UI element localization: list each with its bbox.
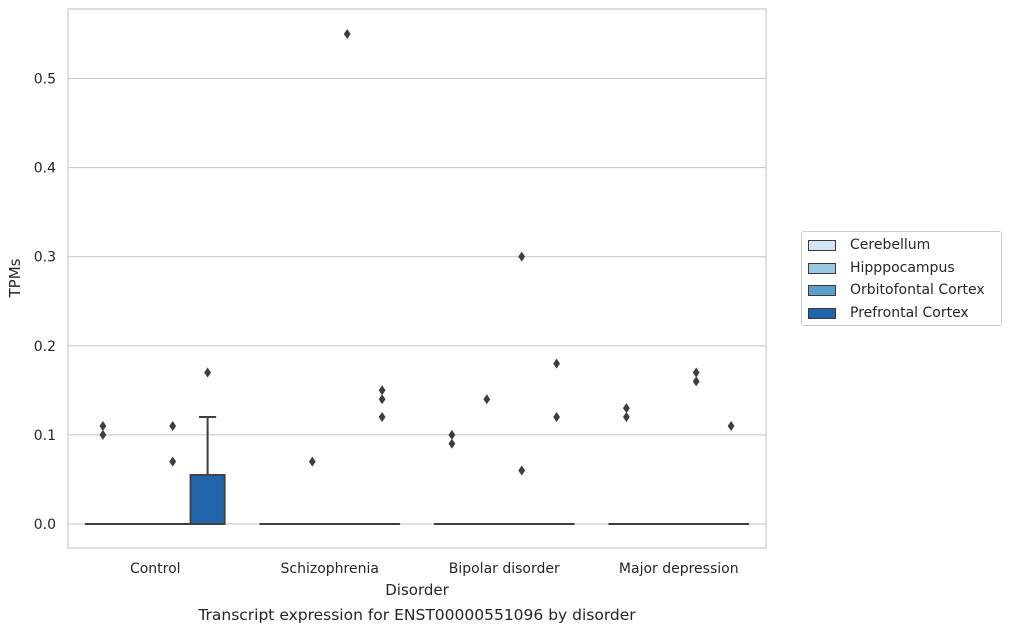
legend-item-hippocampus: Hipppocampus	[808, 259, 955, 277]
x-tick-label: Major depression	[619, 561, 739, 577]
x-tick-label: Schizophrenia	[281, 561, 379, 577]
box-body	[189, 474, 226, 525]
y-tick-label: 0.2	[34, 339, 56, 355]
y-tick-label: 0.0	[34, 517, 56, 533]
box-prefrontal-cortex	[713, 420, 750, 525]
y-tick-label: 0.1	[34, 428, 56, 444]
y-tick-label: 0.5	[34, 71, 56, 87]
outlier-point	[692, 367, 700, 378]
legend-swatch-orbitofrontal	[808, 284, 836, 296]
legend-label-hippocampus: Hipppocampus	[850, 260, 955, 276]
box-orbitofontal-cortex	[329, 28, 366, 525]
outlier-point	[99, 429, 107, 440]
outlier-point	[692, 376, 700, 387]
x-tick-label: Bipolar disorder	[449, 561, 560, 577]
box-hipppocampus	[294, 456, 331, 525]
legend-item-cerebellum: Cerebellum	[808, 236, 930, 254]
outlier-point	[378, 394, 386, 405]
boxes-layer	[84, 28, 750, 525]
outlier-point	[169, 420, 177, 431]
legend-label-prefrontal: Prefrontal Cortex	[850, 305, 969, 321]
outlier-point	[343, 28, 351, 39]
box-cerebellum	[433, 429, 470, 525]
outlier-point	[623, 412, 630, 423]
legend-swatch-cerebellum	[808, 239, 836, 251]
x-tick-label: Control	[130, 561, 181, 577]
outlier-point	[518, 465, 526, 476]
y-tick-labels: 0.0 0.1 0.2 0.3 0.4 0.5	[34, 71, 56, 532]
outlier-point	[378, 412, 386, 423]
outlier-point	[727, 420, 735, 431]
box-cerebellum	[608, 403, 645, 525]
legend-item-orbitofrontal: Orbitofontal Cortex	[808, 281, 985, 299]
legend-label-orbitofrontal: Orbitofontal Cortex	[850, 282, 985, 298]
outlier-point	[378, 385, 386, 396]
box-orbitofontal-cortex	[503, 251, 540, 525]
box-cerebellum	[84, 420, 121, 525]
box-hipppocampus	[468, 394, 505, 525]
outlier-point	[308, 456, 316, 467]
outlier-point	[169, 456, 177, 467]
legend-swatch-hippocampus	[808, 262, 836, 274]
outlier-point	[204, 367, 211, 378]
y-tick-label: 0.4	[34, 161, 56, 177]
plot-area-frame	[67, 8, 767, 549]
outlier-point	[448, 438, 456, 449]
box-orbitofontal-cortex	[154, 420, 191, 525]
legend-swatch-prefrontal	[808, 307, 836, 319]
outlier-point	[448, 429, 456, 440]
box-prefrontal-cortex	[364, 385, 401, 525]
outlier-point	[553, 358, 560, 369]
x-tick-labels: Control Schizophrenia Bipolar disorder Majo…	[130, 561, 739, 577]
legend-item-prefrontal: Prefrontal Cortex	[808, 304, 969, 322]
outlier-point	[99, 420, 107, 431]
box-prefrontal-cortex	[538, 358, 575, 525]
legend-label-cerebellum: Cerebellum	[850, 237, 931, 253]
figure-caption: Transcript expression for ENST0000055109…	[198, 606, 636, 624]
box-orbitofontal-cortex	[678, 367, 715, 525]
outlier-point	[623, 403, 630, 414]
outlier-point	[518, 251, 526, 262]
outlier-point	[483, 394, 491, 405]
box-prefrontal-cortex	[189, 367, 226, 525]
legend: Cerebellum Hipppocampus Orbitofontal Cor…	[801, 231, 1002, 326]
y-tick-label: 0.3	[34, 250, 56, 266]
outlier-point	[553, 412, 560, 423]
y-axis-title: TPMs	[6, 258, 24, 298]
x-axis-title: Disorder	[385, 581, 449, 599]
